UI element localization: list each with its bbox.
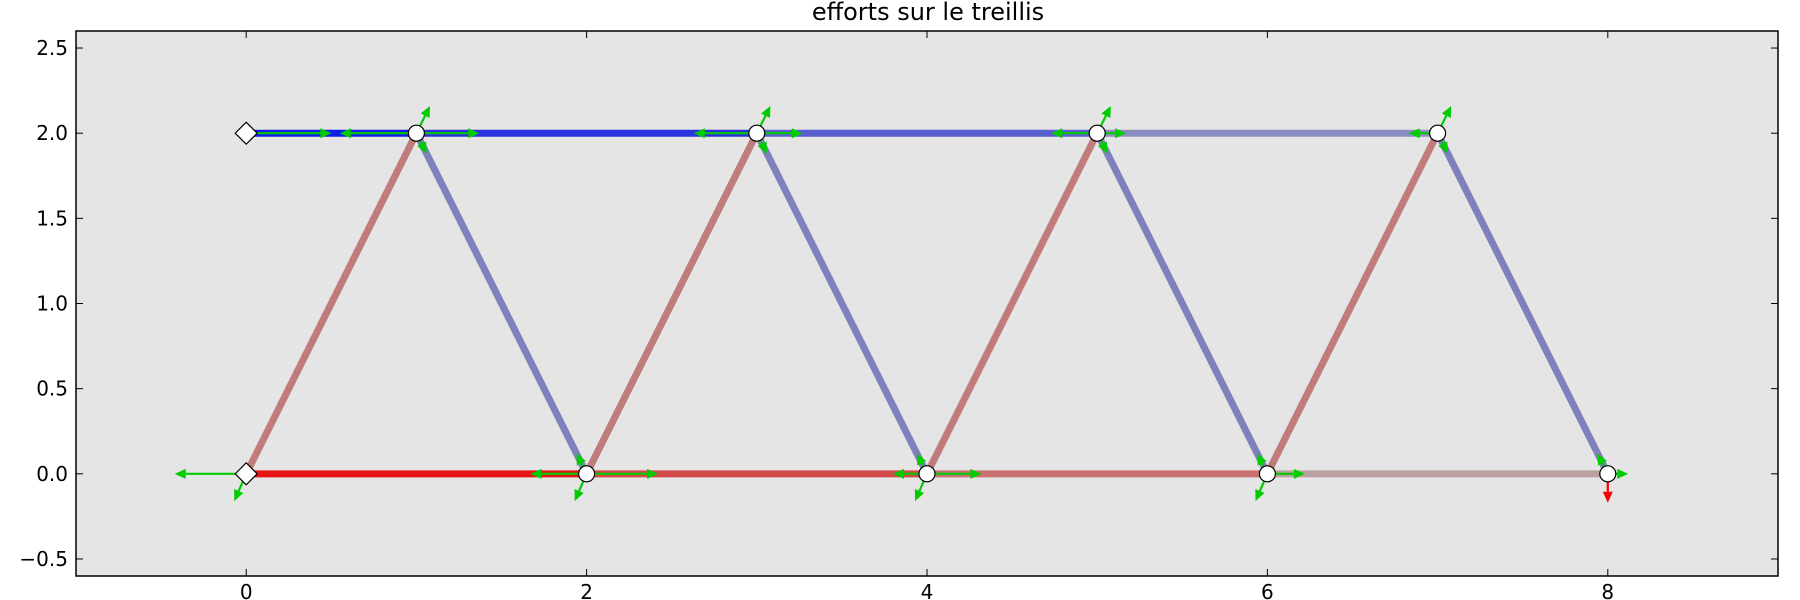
force-arrow-head: [1101, 105, 1111, 119]
force-arrow-head: [339, 128, 351, 139]
force-arrow-head: [970, 468, 982, 479]
truss-member: [583, 131, 760, 476]
support-node: [234, 461, 259, 486]
x-tick-label: 2: [580, 580, 593, 600]
truss-member: [1094, 131, 1271, 476]
y-tick-label: −0.5: [19, 547, 68, 571]
force-arrow-head: [1408, 128, 1420, 139]
force-arrow-head: [420, 105, 431, 119]
force-arrow-head: [1441, 105, 1452, 119]
force-arrow-head: [320, 128, 332, 139]
truss-member: [753, 131, 931, 476]
x-tick-label: 4: [921, 580, 934, 600]
y-tick-label: 2.0: [36, 121, 68, 145]
force-arrow-head: [1617, 468, 1629, 479]
force-arrow-head: [916, 453, 927, 466]
force-arrow-head: [234, 488, 244, 502]
joint-node: [1088, 124, 1106, 142]
y-tick-label: 2.5: [36, 36, 68, 60]
force-arrow-head: [174, 468, 186, 479]
joint-node: [1258, 465, 1277, 483]
x-tick-label: 8: [1601, 580, 1614, 600]
plot-area: [76, 31, 1778, 576]
force-arrow-head: [576, 453, 586, 466]
force-arrow-head: [647, 468, 659, 479]
force-arrow-head: [791, 128, 803, 139]
x-tick-label: 6: [1261, 580, 1274, 600]
force-arrow-head: [1115, 128, 1127, 139]
truss-member: [923, 131, 1101, 476]
force-arrow: [693, 128, 757, 139]
force-arrow-head: [1438, 141, 1448, 154]
joint-node: [407, 124, 425, 142]
force-arrow-head: [574, 488, 584, 502]
force-arrow-head: [761, 105, 771, 119]
joint-node: [1428, 124, 1447, 142]
force-arrow-head: [1051, 128, 1063, 139]
joint-node: [577, 465, 596, 483]
y-tick-label: 1.5: [36, 206, 68, 230]
force-arrow: [416, 128, 480, 139]
force-arrow-head: [693, 128, 705, 139]
y-tick-label: 0.5: [36, 377, 68, 401]
truss-member: [1264, 131, 1441, 476]
joint-node: [748, 124, 766, 142]
joint-node: [918, 465, 936, 483]
force-arrow-head: [1257, 453, 1267, 466]
y-tick-label: 1.0: [36, 292, 68, 316]
truss-member: [413, 131, 590, 476]
force-arrow-head: [468, 128, 480, 139]
force-arrow-head: [757, 141, 768, 154]
chart-title: efforts sur le treillis: [812, 0, 1044, 26]
support-node: [234, 121, 259, 146]
truss-member: [243, 131, 420, 476]
force-arrow-head: [1293, 468, 1305, 479]
force-arrow: [586, 468, 659, 479]
y-tick-label: 0.0: [36, 462, 68, 486]
force-arrow: [246, 128, 332, 139]
force-arrow-head: [1098, 141, 1108, 154]
force-arrow: [339, 128, 417, 139]
joint-node: [1599, 465, 1617, 483]
force-arrow-head: [1597, 453, 1607, 466]
truss-member: [1434, 131, 1611, 476]
force-arrow-head: [914, 488, 925, 502]
force-arrow-head: [1602, 491, 1613, 503]
force-arrow-head: [530, 468, 542, 479]
force-arrow-head: [1255, 488, 1265, 502]
x-tick-label: 0: [240, 580, 253, 600]
force-arrow-head: [417, 141, 427, 154]
force-arrow-head: [892, 468, 904, 479]
